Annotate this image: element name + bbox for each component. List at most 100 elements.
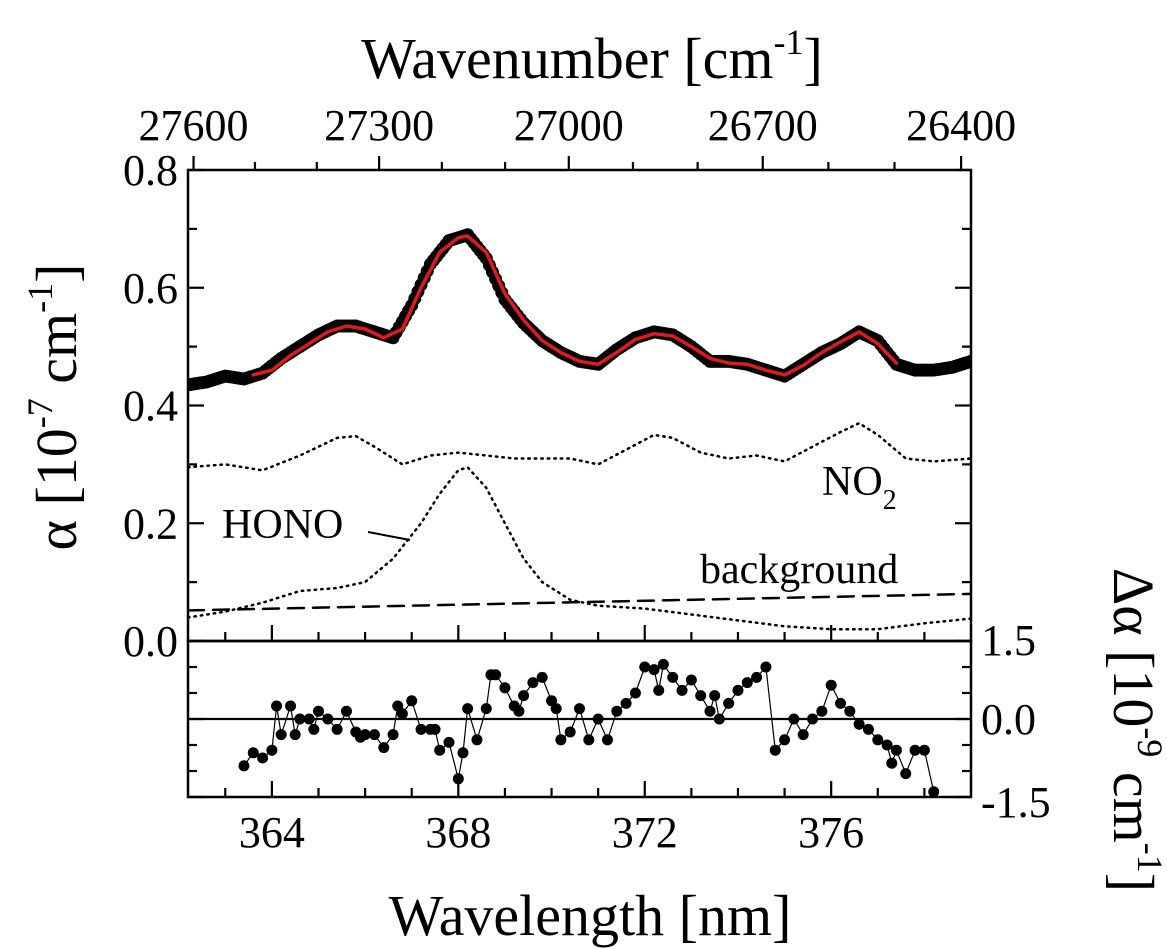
residual-point — [835, 697, 846, 709]
residual-point — [732, 684, 744, 696]
residual-point — [457, 747, 469, 759]
residual-point — [271, 700, 283, 712]
residual-point — [601, 734, 613, 746]
residual-point — [685, 674, 697, 686]
annotation-hono: HONO — [222, 502, 343, 548]
annotation-no2: NO2 — [822, 459, 897, 516]
residual-point — [555, 734, 567, 746]
residual-point — [294, 713, 306, 725]
fit-line — [251, 234, 899, 377]
residual-point — [676, 684, 688, 696]
top-tick-label: 27000 — [514, 101, 624, 150]
residual-point — [238, 760, 250, 772]
residual-connect-line — [243, 662, 935, 792]
residual-point — [285, 700, 297, 712]
residual-point — [564, 726, 576, 738]
residual-point — [648, 664, 660, 676]
residual-point — [308, 723, 320, 735]
data-series — [188, 228, 971, 797]
residual-point — [769, 744, 781, 756]
residual-point — [779, 734, 791, 746]
residual-point — [816, 705, 828, 717]
residual-point — [611, 705, 623, 717]
residual-point — [303, 713, 315, 725]
residual-point — [387, 729, 399, 741]
residual-point — [657, 658, 669, 670]
residual-point — [723, 697, 735, 709]
residual-point — [853, 718, 865, 730]
residual-point — [574, 703, 585, 715]
residual-point — [527, 677, 539, 689]
residual-point — [536, 671, 548, 683]
top-axis-title: Wavenumber [cm-1] — [361, 22, 823, 91]
residual-point — [592, 713, 604, 725]
residual-point — [704, 705, 716, 717]
top-tick-label: 26400 — [906, 101, 1016, 150]
residual-point — [247, 747, 259, 759]
residual-point — [518, 690, 530, 702]
residual-point — [797, 729, 809, 741]
residual-point — [415, 723, 427, 735]
residual-point — [713, 713, 725, 725]
residual-point — [359, 729, 371, 741]
measured-data-dots — [188, 228, 971, 392]
residual-point — [741, 677, 753, 689]
resid-tick-label: -1.5 — [981, 778, 1051, 827]
y-axis-title: α [10-7 cm-1] — [20, 264, 89, 551]
residual-point — [807, 713, 819, 725]
residual-point — [667, 671, 679, 683]
top-tick-label: 26700 — [708, 101, 818, 150]
no2-dotted-line — [188, 421, 971, 472]
residual-point — [550, 703, 562, 715]
residual-point — [368, 729, 380, 741]
residual-point — [751, 671, 763, 683]
residual-point — [844, 705, 856, 717]
resid-tick-label: 1.5 — [981, 616, 1036, 665]
residual-point — [862, 723, 874, 735]
x-tick-label: 376 — [798, 808, 864, 857]
residual-point — [471, 734, 483, 746]
residual-point — [928, 786, 940, 797]
y-tick-label: 0.6 — [123, 264, 178, 313]
residual-point — [909, 744, 921, 756]
residual-point — [406, 695, 418, 707]
residual-point — [275, 729, 287, 741]
x-tick-label: 364 — [239, 808, 305, 857]
residual-point — [434, 744, 446, 756]
axis-labels: 364 368 372 376 27600 27300 27000 26700 26400 0.0… — [20, 22, 1167, 948]
y-tick-label: 0.0 — [123, 617, 178, 666]
residual-point — [760, 661, 772, 673]
residual-point — [788, 713, 800, 725]
residual-point — [695, 690, 707, 702]
residual-point — [900, 768, 912, 780]
residual-point — [709, 690, 721, 702]
axis-ticks — [188, 156, 971, 799]
residual-point — [886, 757, 898, 769]
residual-point — [443, 736, 455, 748]
x-tick-label: 368 — [425, 808, 491, 857]
background-dashed-line — [188, 592, 971, 612]
hono-dotted-line — [188, 466, 971, 631]
x-axis-title: Wavelength [nm] — [389, 883, 792, 948]
residual-point — [378, 742, 390, 754]
residual-point — [639, 661, 651, 673]
x-tick-label: 372 — [612, 808, 678, 857]
residual-point — [890, 744, 902, 756]
top-tick-label: 27600 — [139, 101, 249, 150]
resid-tick-label: 0.0 — [981, 695, 1036, 744]
residual-points — [238, 658, 940, 797]
hono-leader-line — [367, 531, 411, 541]
residual-point — [452, 773, 464, 785]
top-tick-label: 27300 — [324, 101, 434, 150]
residual-point — [490, 669, 502, 681]
resid-axis-title: Δα [10-9 cm-1] — [1101, 568, 1167, 892]
y-tick-label: 0.4 — [123, 382, 178, 431]
annotation-background: background — [700, 547, 898, 593]
y-tick-label: 0.2 — [123, 499, 178, 548]
residual-point — [266, 744, 278, 756]
residual-point — [257, 752, 269, 764]
residual-point — [396, 708, 408, 720]
residual-point — [653, 684, 665, 696]
